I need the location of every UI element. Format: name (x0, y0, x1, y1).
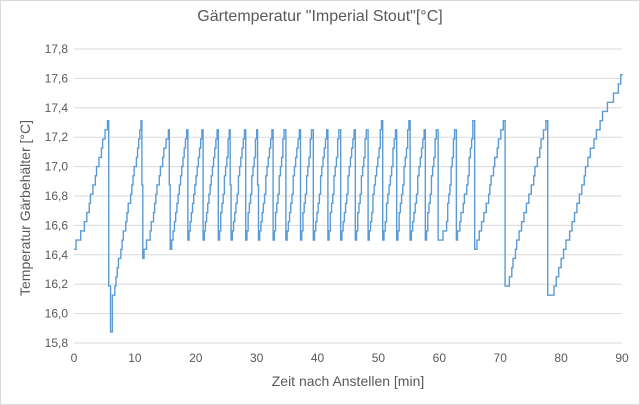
y-tick-label: 17,4 (45, 101, 69, 115)
y-tick-label: 17,8 (45, 42, 69, 56)
x-tick-label: 80 (554, 351, 568, 365)
x-tick-label: 40 (311, 351, 325, 365)
x-tick-labels: 0 10 20 30 40 50 60 70 80 90 (71, 351, 629, 365)
x-tick-label: 30 (250, 351, 264, 365)
x-tick-label: 20 (189, 351, 203, 365)
x-tick-label: 60 (433, 351, 447, 365)
x-tick-label: 70 (494, 351, 508, 365)
y-axis-label: Temperatur Gärbehälter [°C] (17, 120, 33, 296)
y-tick-label: 16,8 (45, 189, 69, 203)
series-line (74, 74, 623, 333)
y-tick-label: 16,6 (45, 218, 69, 232)
y-tick-label: 16,0 (45, 307, 69, 321)
y-tick-label: 17,6 (45, 71, 69, 85)
x-tick-label: 0 (71, 351, 78, 365)
y-tick-labels: 15,8 16,0 16,2 16,4 16,6 16,8 17,0 17,2 17,4 17,6… (45, 42, 69, 350)
gridlines (74, 48, 622, 344)
chart-title: Gärtemperatur "Imperial Stout"[°C] (197, 8, 443, 25)
y-tick-label: 16,2 (45, 277, 69, 291)
y-tick-label: 17,0 (45, 160, 69, 174)
y-tick-label: 17,2 (45, 130, 69, 144)
y-tick-label: 15,8 (45, 336, 69, 350)
x-tick-label: 90 (615, 351, 629, 365)
x-tick-label: 10 (128, 351, 142, 365)
x-axis-label: Zeit nach Anstellen [min] (272, 373, 425, 389)
y-tick-label: 16,4 (45, 248, 69, 262)
x-tick-label: 50 (372, 351, 386, 365)
